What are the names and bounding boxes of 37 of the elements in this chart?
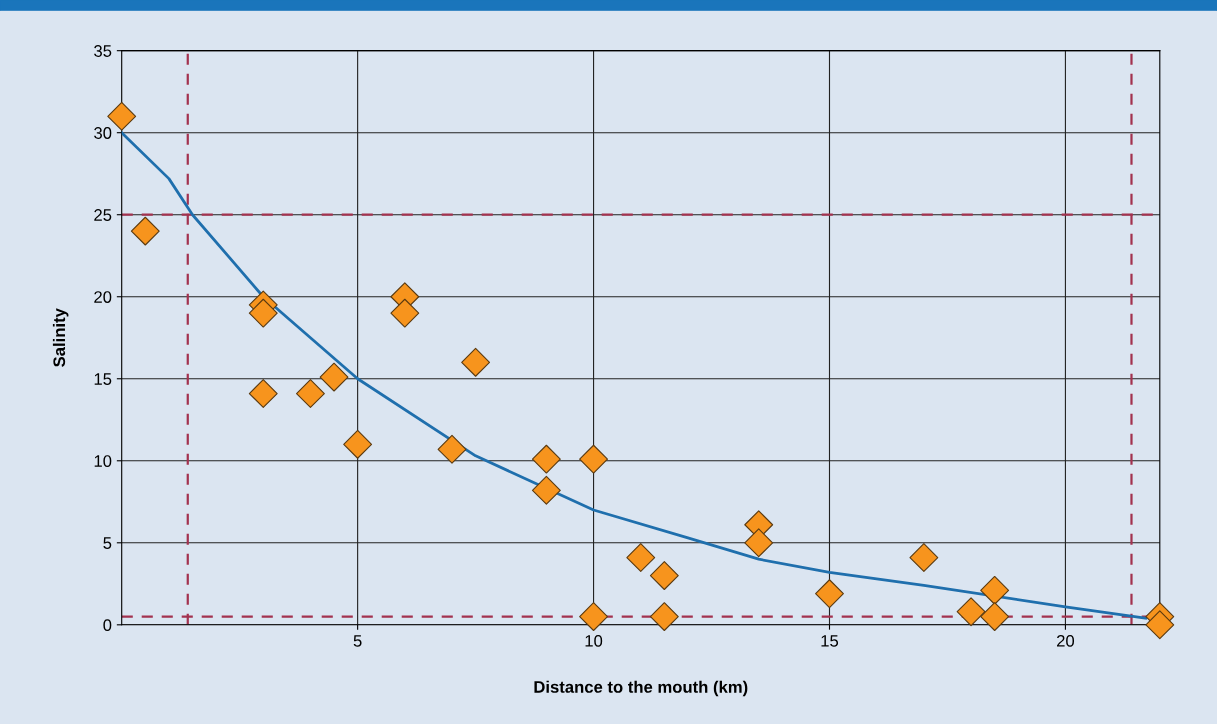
y-tick-label: 5 — [103, 537, 112, 549]
point — [626, 543, 656, 573]
y-tick-label: 30 — [94, 127, 112, 139]
point — [649, 602, 679, 632]
point — [390, 298, 420, 328]
y-tick-label: 15 — [94, 373, 112, 385]
y-tick-label: 35 — [94, 45, 112, 57]
x-tick-label: 15 — [821, 635, 839, 647]
point — [956, 597, 986, 627]
point — [649, 561, 679, 591]
point — [248, 379, 278, 408]
x-tick-label: 5 — [353, 635, 362, 647]
point — [130, 216, 160, 246]
y-axis-title: Salinity — [52, 308, 69, 367]
point — [815, 579, 844, 609]
point — [579, 444, 609, 474]
point — [319, 362, 349, 392]
point — [437, 434, 467, 464]
point — [909, 543, 939, 573]
point — [980, 575, 1010, 605]
point — [744, 528, 774, 558]
point — [248, 298, 278, 328]
point — [531, 475, 561, 505]
point — [343, 429, 373, 459]
point — [461, 347, 491, 377]
x-tick-label: 20 — [1057, 634, 1075, 647]
point — [531, 444, 561, 474]
y-tick-label: 0 — [103, 619, 112, 632]
point — [296, 379, 325, 408]
y-tick-label: 25 — [94, 209, 112, 221]
y-tick-label: 20 — [94, 291, 112, 303]
y-tick-label: 10 — [94, 455, 112, 467]
x-axis-title: Distance to the mouth (km) — [534, 680, 748, 697]
point — [980, 602, 1010, 632]
x-tick-label: 10 — [585, 634, 603, 647]
point — [579, 602, 609, 632]
point — [1145, 610, 1175, 640]
